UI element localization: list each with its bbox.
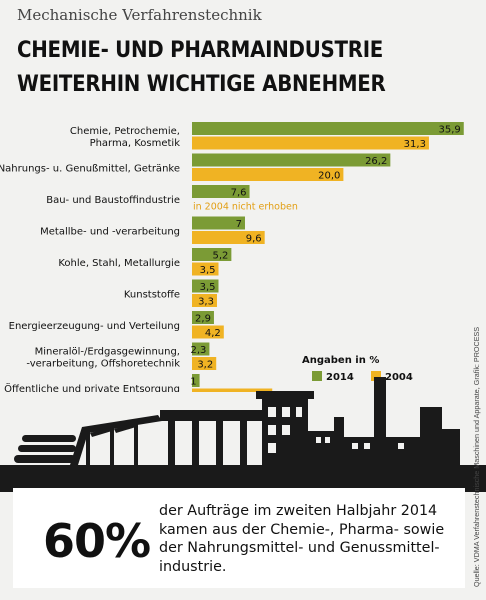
legend-label-2014: 2014 xyxy=(326,372,354,383)
category-label: Metallbe- und -verarbeitung xyxy=(40,226,180,237)
legend-title: Angaben in % xyxy=(302,355,379,366)
stat-text: der Aufträge im zweiten Halbjahr 2014 ka… xyxy=(159,503,445,575)
bar-chart: Chemie, Petrochemie,Pharma, Kosmetik 35,9… xyxy=(0,122,464,392)
category-label: Pharma, Kosmetik xyxy=(90,138,181,149)
category-label: Mineralöl-/Erdgasgewinnung, xyxy=(35,346,180,357)
category-label: Nahrungs- u. Genußmittel, Getränke xyxy=(0,163,180,174)
bar-label-2014: 2,3 xyxy=(191,345,207,356)
bar-label-2004: 4,2 xyxy=(205,328,221,339)
bar-label-2004: 3,5 xyxy=(200,265,216,276)
category-label: Bau- und Baustoffindustrie xyxy=(46,195,180,206)
headline-line-1: CHEMIE- UND PHARMAINDUSTRIE xyxy=(17,38,384,63)
bar-label-2004: 3,3 xyxy=(198,297,214,308)
stat-value: 60% xyxy=(43,514,151,568)
legend-swatch-2004 xyxy=(371,371,381,381)
bar-2004 xyxy=(192,168,344,181)
bar-2004 xyxy=(192,294,217,307)
bar-2014 xyxy=(192,216,245,230)
bar-label-2014: 3,5 xyxy=(200,282,216,293)
source-credit: Quelle: VDMA Verfahrenstechnische Maschi… xyxy=(472,326,481,587)
bar-2014 xyxy=(192,374,200,387)
bar-2014 xyxy=(192,122,464,135)
stat-box: 60% der Aufträge im zweiten Halbjahr 201… xyxy=(13,488,465,588)
bar-2014 xyxy=(192,311,214,324)
missing-data-note: in 2004 nicht erhoben xyxy=(193,202,298,213)
legend-swatch-2014 xyxy=(312,371,322,381)
bar-2004 xyxy=(192,136,429,150)
bar-2004 xyxy=(192,231,265,244)
industrial-skyline-illustration xyxy=(0,377,486,492)
bar-2014 xyxy=(192,279,219,293)
bar-label-2004: 3,2 xyxy=(197,360,213,371)
bar-label-2014: 35,9 xyxy=(438,125,460,136)
legend-label-2004: 2004 xyxy=(385,372,413,383)
bar-label-2014: 5,2 xyxy=(212,251,228,262)
bar-2004 xyxy=(192,325,224,339)
bar-2004 xyxy=(192,262,219,276)
bar-2004 xyxy=(192,357,217,370)
bar-label-2014: 7 xyxy=(236,219,242,230)
bar-2014 xyxy=(192,185,250,198)
category-label: Öffentliche und private Entsorgung xyxy=(4,382,180,392)
bar-2014 xyxy=(192,153,391,167)
bar-label-2014: 7,6 xyxy=(231,188,247,199)
bar-label-2004: 20,0 xyxy=(318,171,340,182)
bar-label-2014: 2,9 xyxy=(195,314,211,325)
bar-label-2014: 26,2 xyxy=(365,156,387,167)
category-label: Energieerzeugung- und Verteilung xyxy=(9,321,180,332)
bar-2014 xyxy=(192,248,232,261)
bar-label-2004: 31,3 xyxy=(404,139,426,150)
category-label: -verarbeitung, Offshoretechnik xyxy=(26,358,180,369)
bar-label-2014: 1 xyxy=(190,377,196,388)
bar-label-2004: 9,6 xyxy=(246,234,262,245)
category-label: Kohle, Stahl, Metallurgie xyxy=(58,258,180,269)
category-label: Kunststoffe xyxy=(124,289,180,300)
headline-line-2: WEITERHIN WICHTIGE ABNEHMER xyxy=(17,72,386,97)
bar-2004 xyxy=(192,388,273,392)
kicker: Mechanische Verfahrenstechnik xyxy=(17,6,262,24)
bar-2014 xyxy=(192,342,210,356)
category-label: Chemie, Petrochemie, xyxy=(70,126,180,137)
